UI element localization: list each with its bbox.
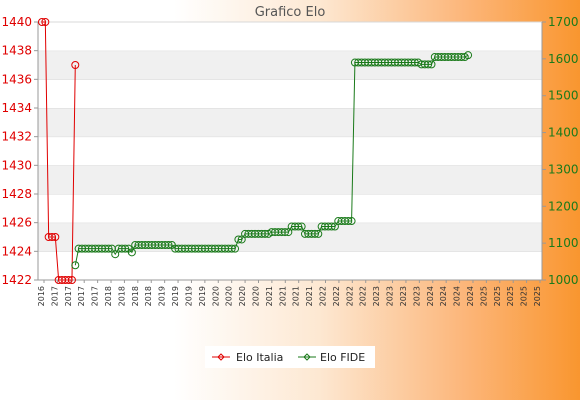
- right-tick-label: 1500: [548, 89, 579, 103]
- point-fide: [231, 244, 240, 253]
- x-tick-label: 2021: [265, 286, 274, 306]
- point-fide: [104, 244, 113, 253]
- grid-band: [38, 22, 542, 51]
- x-tick-label: 2019: [171, 286, 180, 306]
- grid-band: [38, 194, 542, 223]
- x-tick-label: 2024: [439, 286, 448, 306]
- point-italia: [64, 276, 73, 284]
- grid-band: [38, 108, 542, 137]
- grid-band: [38, 222, 542, 252]
- x-tick-label: 2025: [506, 286, 515, 306]
- point-italia: [47, 233, 56, 241]
- x-tick-label: 2024: [426, 286, 435, 306]
- left-tick-label: 1430: [1, 158, 32, 172]
- x-tick-label: 2024: [453, 286, 462, 306]
- x-tick-label: 2022: [319, 286, 328, 306]
- x-tick-label: 2018: [117, 286, 126, 306]
- point-italia: [51, 233, 60, 241]
- point-italia: [41, 18, 50, 26]
- left-tick-label: 1424: [1, 244, 32, 258]
- x-tick-label: 2023: [399, 286, 408, 306]
- x-tick-label: 2021: [292, 286, 301, 306]
- x-tick-label: 2019: [158, 286, 167, 306]
- x-tick-label: 2022: [332, 286, 341, 306]
- x-tick-label: 2025: [493, 286, 502, 306]
- x-tick-label: 2018: [144, 286, 153, 306]
- grid-band: [38, 165, 542, 194]
- x-tick-label: 2017: [50, 286, 59, 306]
- left-tick-label: 1434: [1, 101, 32, 115]
- left-tick-label: 1440: [1, 15, 32, 29]
- x-tick-label: 2018: [104, 286, 113, 306]
- left-tick-label: 1436: [1, 72, 32, 86]
- grid-band: [38, 136, 542, 166]
- x-tick-label: 2018: [131, 286, 140, 306]
- left-tick-label: 1428: [1, 187, 32, 201]
- point-italia: [71, 61, 80, 69]
- point-fide: [234, 235, 243, 244]
- x-tick-label: 2017: [64, 286, 73, 306]
- left-tick-label: 1422: [1, 273, 32, 287]
- legend-marker-italia: [217, 353, 225, 361]
- right-tick-label: 1400: [548, 126, 579, 140]
- point-fide: [164, 240, 173, 249]
- x-tick-label: 2024: [466, 286, 475, 306]
- x-tick-label: 2020: [225, 286, 234, 306]
- left-tick-label: 1432: [1, 130, 32, 144]
- point-fide: [71, 261, 80, 270]
- x-tick-label: 2022: [345, 286, 354, 306]
- point-fide: [294, 222, 303, 231]
- legend-label-fide: Elo FIDE: [320, 351, 365, 364]
- point-fide: [127, 248, 136, 257]
- x-tick-label: 2017: [91, 286, 100, 306]
- point-fide: [281, 228, 290, 237]
- point-fide: [344, 217, 353, 226]
- point-fide: [424, 60, 433, 69]
- x-tick-label: 2021: [278, 286, 287, 306]
- point-fide: [227, 244, 236, 253]
- point-fide: [297, 222, 306, 231]
- x-tick-label: 2022: [359, 286, 368, 306]
- right-tick-label: 1000: [548, 273, 579, 287]
- point-fide: [347, 217, 356, 226]
- point-fide: [427, 60, 436, 69]
- grid-band: [38, 79, 542, 108]
- point-fide: [121, 244, 130, 253]
- x-tick-label: 2023: [412, 286, 421, 306]
- point-fide: [464, 51, 473, 60]
- left-tick-label: 1438: [1, 44, 32, 58]
- x-tick-label: 2023: [386, 286, 395, 306]
- right-tick-label: 1300: [548, 162, 579, 176]
- right-tick-label: 1200: [548, 199, 579, 213]
- grid-band: [38, 50, 542, 80]
- x-tick-label: 2019: [184, 286, 193, 306]
- x-tick-label: 2025: [520, 286, 529, 306]
- point-fide: [327, 222, 336, 231]
- x-tick-label: 2017: [77, 286, 86, 306]
- right-tick-label: 1600: [548, 52, 579, 66]
- point-italia: [38, 18, 46, 26]
- x-tick-label: 2020: [211, 286, 220, 306]
- right-tick-label: 1100: [548, 236, 579, 250]
- x-tick-label: 2020: [238, 286, 247, 306]
- x-tick-label: 2023: [372, 286, 381, 306]
- x-tick-label: 2025: [479, 286, 488, 306]
- x-tick-label: 2016: [37, 286, 46, 306]
- x-tick-label: 2025: [533, 286, 542, 306]
- x-tick-label: 2020: [251, 286, 260, 306]
- point-fide: [310, 229, 319, 238]
- legend-box: [205, 346, 375, 368]
- legend-label-italia: Elo Italia: [236, 351, 283, 364]
- point-fide: [314, 229, 323, 238]
- legend-marker-fide: [303, 353, 311, 361]
- point-italia: [67, 276, 76, 284]
- chart-title: Grafico Elo: [255, 5, 326, 20]
- left-tick-label: 1426: [1, 216, 32, 230]
- grid-band: [38, 251, 542, 280]
- right-tick-label: 1700: [548, 15, 579, 29]
- x-tick-label: 2021: [305, 286, 314, 306]
- x-tick-label: 2019: [198, 286, 207, 306]
